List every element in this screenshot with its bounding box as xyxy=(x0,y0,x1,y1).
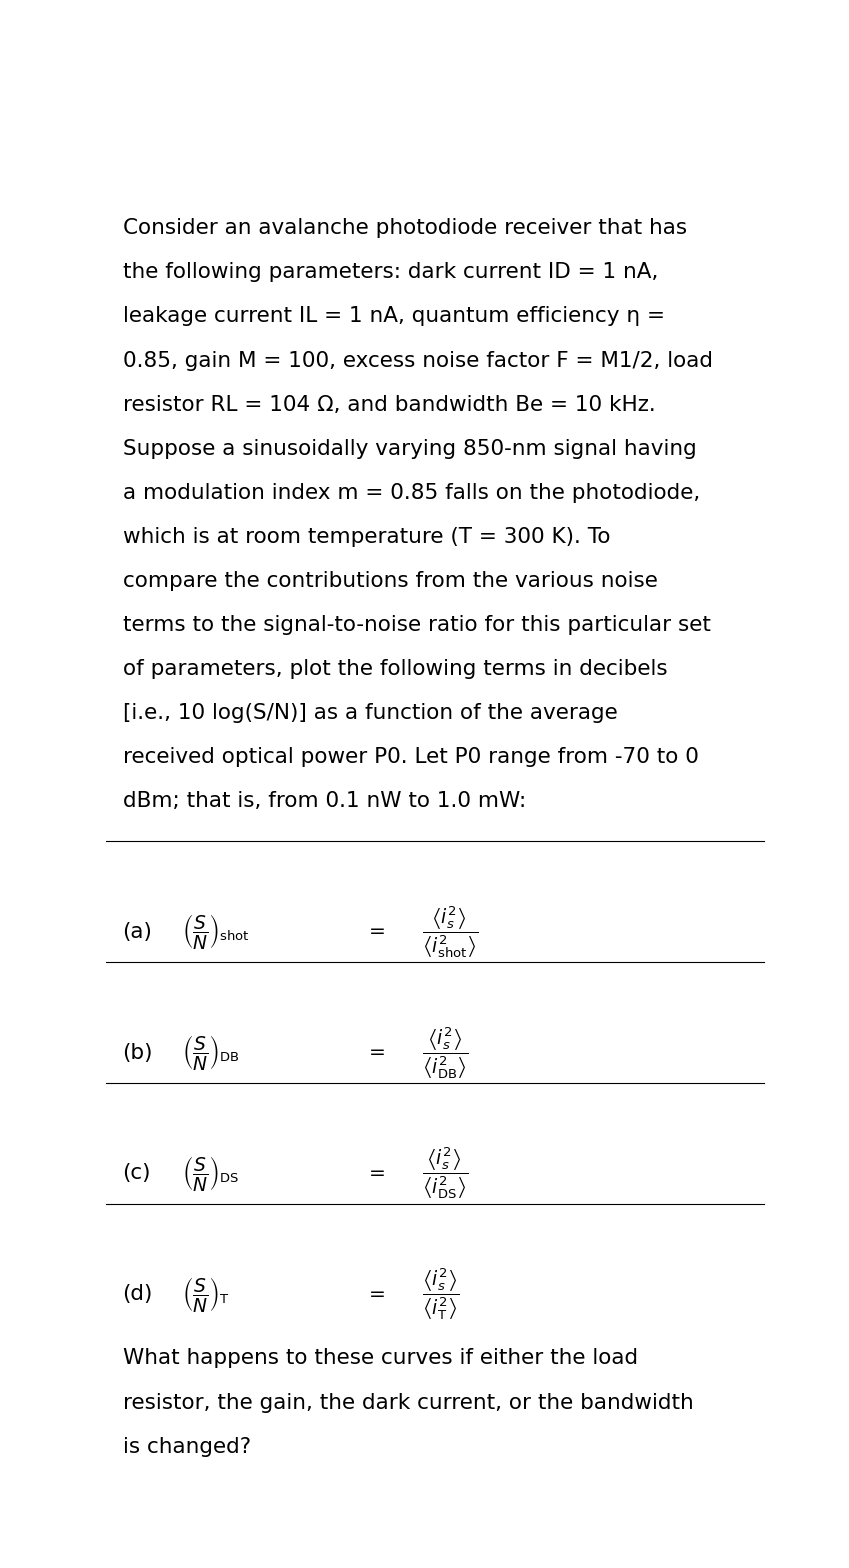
Text: =: = xyxy=(369,1163,386,1182)
Text: $\dfrac{\left\langle i_{s}^{2}\right\rangle}{\left\langle i_{\mathregular{DS}}^{: $\dfrac{\left\langle i_{s}^{2}\right\ran… xyxy=(422,1146,468,1201)
Text: Consider an avalanche photodiode receiver that has: Consider an avalanche photodiode receive… xyxy=(122,218,687,238)
Text: $\left(\dfrac{S}{N}\right)_{\mathregular{DS}}$: $\left(\dfrac{S}{N}\right)_{\mathregular… xyxy=(182,1154,239,1193)
Text: 0.85, gain M = 100, excess noise factor F = M1/2, load: 0.85, gain M = 100, excess noise factor … xyxy=(122,351,712,370)
Text: terms to the signal-to-noise ratio for this particular set: terms to the signal-to-noise ratio for t… xyxy=(122,615,711,635)
Text: $\left(\dfrac{S}{N}\right)_{\mathregular{DB}}$: $\left(\dfrac{S}{N}\right)_{\mathregular… xyxy=(182,1033,239,1073)
Text: $\dfrac{\left\langle i_{s}^{2}\right\rangle}{\left\langle i_{\mathregular{shot}}: $\dfrac{\left\langle i_{s}^{2}\right\ran… xyxy=(422,905,478,960)
Text: (a): (a) xyxy=(122,922,153,942)
Text: =: = xyxy=(369,1043,386,1062)
Text: =: = xyxy=(369,922,386,941)
Text: (c): (c) xyxy=(122,1163,151,1184)
Text: which is at room temperature (T = 300 K). To: which is at room temperature (T = 300 K)… xyxy=(122,527,610,547)
Text: a modulation index m = 0.85 falls on the photodiode,: a modulation index m = 0.85 falls on the… xyxy=(122,483,700,503)
Text: of parameters, plot the following terms in decibels: of parameters, plot the following terms … xyxy=(122,659,667,679)
Text: is changed?: is changed? xyxy=(122,1436,250,1457)
Text: Suppose a sinusoidally varying 850-nm signal having: Suppose a sinusoidally varying 850-nm si… xyxy=(122,439,696,459)
Text: resistor RL = 104 Ω, and bandwidth Be = 10 kHz.: resistor RL = 104 Ω, and bandwidth Be = … xyxy=(122,395,655,414)
Text: (b): (b) xyxy=(122,1043,153,1063)
Text: $\left(\dfrac{S}{N}\right)_{\mathregular{T}}$: $\left(\dfrac{S}{N}\right)_{\mathregular… xyxy=(182,1275,229,1314)
Text: $\left(\dfrac{S}{N}\right)_{\mathregular{shot}}$: $\left(\dfrac{S}{N}\right)_{\mathregular… xyxy=(182,913,250,952)
Text: What happens to these curves if either the load: What happens to these curves if either t… xyxy=(122,1348,638,1369)
Text: the following parameters: dark current ID = 1 nA,: the following parameters: dark current I… xyxy=(122,262,658,282)
Text: resistor, the gain, the dark current, or the bandwidth: resistor, the gain, the dark current, or… xyxy=(122,1392,694,1413)
Text: $\dfrac{\left\langle i_{s}^{2}\right\rangle}{\left\langle i_{\mathregular{DB}}^{: $\dfrac{\left\langle i_{s}^{2}\right\ran… xyxy=(422,1025,469,1080)
Text: [i.e., 10 log(S/N)] as a function of the average: [i.e., 10 log(S/N)] as a function of the… xyxy=(122,702,617,723)
Text: =: = xyxy=(369,1284,386,1303)
Text: leakage current IL = 1 nA, quantum efficiency η =: leakage current IL = 1 nA, quantum effic… xyxy=(122,306,665,326)
Text: dBm; that is, from 0.1 nW to 1.0 mW:: dBm; that is, from 0.1 nW to 1.0 mW: xyxy=(122,792,526,811)
Text: compare the contributions from the various noise: compare the contributions from the vario… xyxy=(122,571,657,591)
Text: received optical power P0. Let P0 range from -70 to 0: received optical power P0. Let P0 range … xyxy=(122,748,699,767)
Text: $\dfrac{\left\langle i_{s}^{2}\right\rangle}{\left\langle i_{\mathregular{T}}^{2: $\dfrac{\left\langle i_{s}^{2}\right\ran… xyxy=(422,1267,459,1322)
Text: (d): (d) xyxy=(122,1284,153,1305)
